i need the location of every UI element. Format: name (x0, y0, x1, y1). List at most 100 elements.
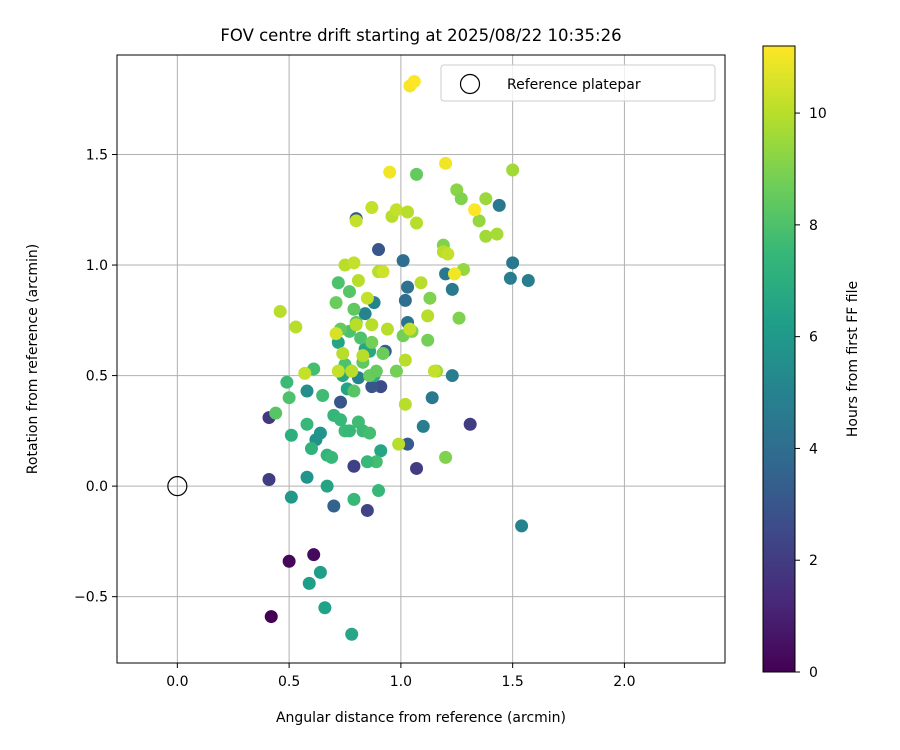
data-point (506, 163, 520, 177)
data-point (358, 307, 372, 321)
data-point (347, 256, 361, 270)
x-axis-ticks: 0.0 0.5 1.0 1.5 2.0 (166, 663, 636, 690)
data-point (289, 320, 303, 334)
colorbar-tick-label: 4 (809, 441, 818, 457)
reference-marker (167, 476, 188, 497)
data-point (365, 380, 379, 394)
data-point (376, 346, 390, 360)
data-point (441, 247, 455, 261)
y-tick-label: 1.5 (86, 147, 108, 163)
data-point (300, 384, 314, 398)
data-point (345, 627, 359, 641)
data-point (342, 424, 356, 438)
data-point (427, 364, 441, 378)
colorbar-gradient (762, 45, 796, 673)
data-point (425, 391, 439, 405)
data-point (329, 327, 343, 341)
y-axis-ticks: −0.5 0.0 0.5 1.0 1.5 (74, 147, 117, 606)
data-point (445, 369, 459, 383)
data-point (448, 267, 462, 281)
data-point (398, 293, 412, 307)
data-point (334, 395, 348, 409)
data-point (262, 472, 276, 486)
data-point (490, 227, 504, 241)
data-point (396, 254, 410, 268)
data-point (445, 282, 459, 296)
data-point (506, 256, 520, 270)
data-point (372, 484, 386, 498)
data-point (325, 450, 339, 464)
data-point (307, 548, 321, 562)
data-point (302, 576, 316, 590)
data-points (262, 75, 535, 641)
data-point (389, 364, 403, 378)
chart-title: FOV centre drift starting at 2025/08/22 … (220, 26, 621, 45)
data-point (304, 442, 318, 456)
data-point (269, 406, 283, 420)
data-point (316, 388, 330, 402)
data-point (365, 201, 379, 215)
data-point (282, 554, 296, 568)
data-point (479, 229, 493, 243)
data-point (284, 428, 298, 442)
data-point (376, 265, 390, 279)
data-point (360, 455, 374, 469)
y-axis-label: Rotation from reference (arcmin) (25, 244, 41, 474)
plot-area: 0.0 0.5 1.0 1.5 2.0 −0.5 0.0 0.5 1.0 1.5 (74, 54, 726, 690)
data-point (423, 291, 437, 305)
data-point (360, 503, 374, 517)
data-point (439, 156, 453, 170)
colorbar-ticks: 0 2 4 6 8 10 (795, 106, 827, 681)
legend-label-reference: Reference platepar (507, 77, 641, 93)
data-point (365, 318, 379, 332)
data-point (421, 309, 435, 323)
x-tick-label: 0.0 (166, 674, 188, 690)
data-point (334, 413, 348, 427)
data-point (360, 291, 374, 305)
y-tick-label: −0.5 (74, 590, 108, 606)
data-point (380, 322, 394, 336)
data-point (313, 426, 327, 440)
x-tick-label: 2.0 (613, 674, 635, 690)
colorbar-tick-label: 6 (809, 330, 818, 346)
grid-lines (117, 55, 725, 663)
data-point (521, 274, 535, 288)
data-point (401, 280, 415, 294)
data-point (349, 214, 363, 228)
data-point (280, 375, 294, 389)
data-point (342, 285, 356, 299)
data-point (300, 417, 314, 431)
data-point (503, 271, 517, 285)
data-point (363, 426, 377, 440)
data-point (410, 167, 424, 181)
reference-point (167, 476, 188, 497)
colorbar-label: Hours from first FF file (845, 281, 861, 437)
data-point (331, 364, 345, 378)
legend-marker-reference (459, 73, 481, 95)
data-point (300, 470, 314, 484)
data-point (313, 565, 327, 579)
data-point (383, 165, 397, 179)
colorbar-tick-label: 0 (809, 665, 818, 681)
data-point (351, 274, 365, 288)
data-point (407, 75, 421, 89)
legend-box (440, 64, 716, 102)
y-tick-label: 1.0 (86, 258, 108, 274)
y-tick-label: 0.5 (86, 369, 108, 385)
x-tick-label: 1.5 (502, 674, 524, 690)
x-axis-label: Angular distance from reference (arcmin) (276, 710, 566, 726)
data-point (273, 304, 287, 318)
data-point (398, 397, 412, 411)
data-point (374, 444, 388, 458)
colorbar: 0 2 4 6 8 10 Hours from first FF file (762, 45, 861, 681)
data-point (347, 459, 361, 473)
data-point (416, 419, 430, 433)
data-point (318, 601, 332, 615)
data-point (354, 331, 368, 345)
colorbar-tick-label: 10 (809, 106, 827, 122)
data-point (349, 318, 363, 332)
data-point (369, 455, 383, 469)
data-point (410, 216, 424, 230)
data-point (410, 461, 424, 475)
